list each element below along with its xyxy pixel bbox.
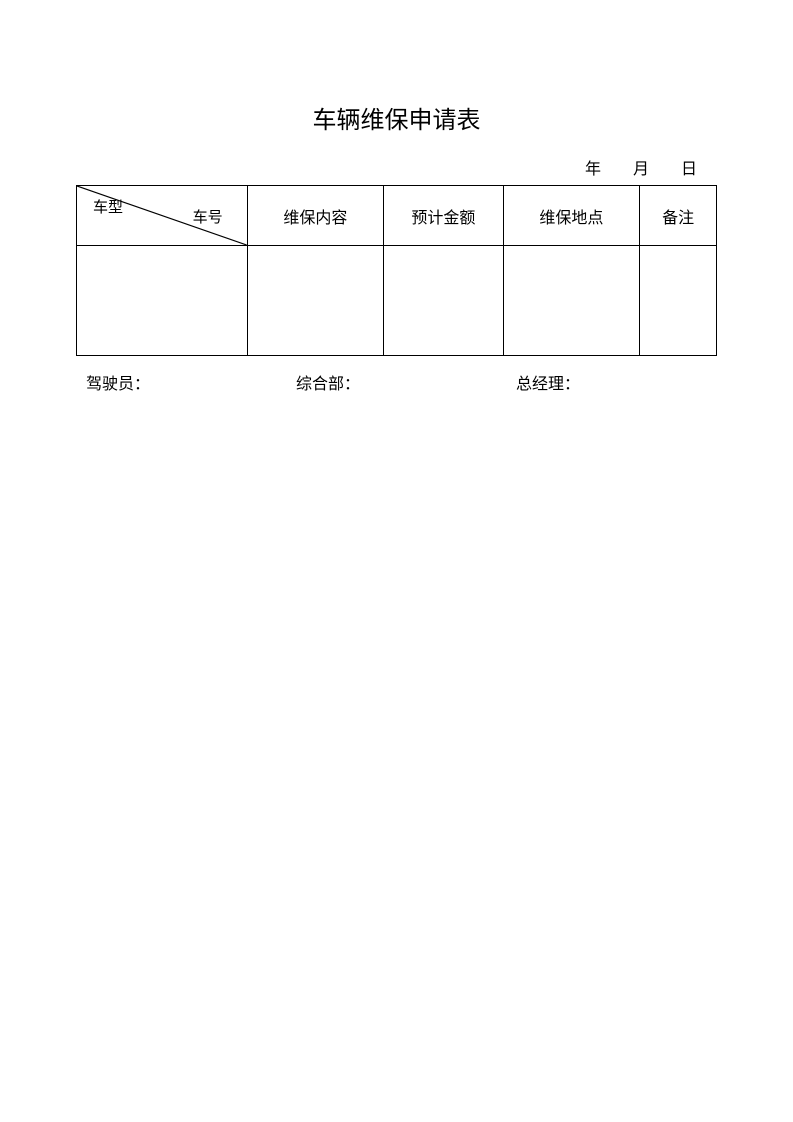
page-title: 车辆维保申请表 bbox=[76, 100, 717, 135]
date-day-label: 日 bbox=[681, 155, 697, 179]
cell-model bbox=[77, 246, 248, 356]
date-year-label: 年 bbox=[585, 155, 601, 179]
header-amount: 预计金额 bbox=[384, 186, 503, 246]
cell-location bbox=[503, 246, 640, 356]
signature-department: 综合部： bbox=[296, 370, 516, 394]
header-location: 维保地点 bbox=[503, 186, 640, 246]
header-model-number-diagonal: 车型 车号 bbox=[77, 186, 248, 246]
table-data-row bbox=[77, 246, 717, 356]
signature-manager: 总经理： bbox=[516, 370, 580, 394]
header-remark: 备注 bbox=[640, 186, 717, 246]
cell-remark bbox=[640, 246, 717, 356]
signature-row: 驾驶员： 综合部： 总经理： bbox=[76, 370, 717, 394]
date-month-label: 月 bbox=[633, 155, 649, 179]
header-content: 维保内容 bbox=[247, 186, 384, 246]
cell-content bbox=[247, 246, 384, 356]
cell-amount bbox=[384, 246, 503, 356]
table-header-row: 车型 车号 维保内容 预计金额 维保地点 备注 bbox=[77, 186, 717, 246]
date-row: 年 月 日 bbox=[76, 155, 717, 179]
maintenance-table: 车型 车号 维保内容 预计金额 维保地点 备注 bbox=[76, 185, 717, 356]
diagonal-top-label: 车型 bbox=[93, 196, 123, 217]
signature-driver: 驾驶员： bbox=[86, 370, 296, 394]
diagonal-bottom-label: 车号 bbox=[193, 206, 223, 227]
